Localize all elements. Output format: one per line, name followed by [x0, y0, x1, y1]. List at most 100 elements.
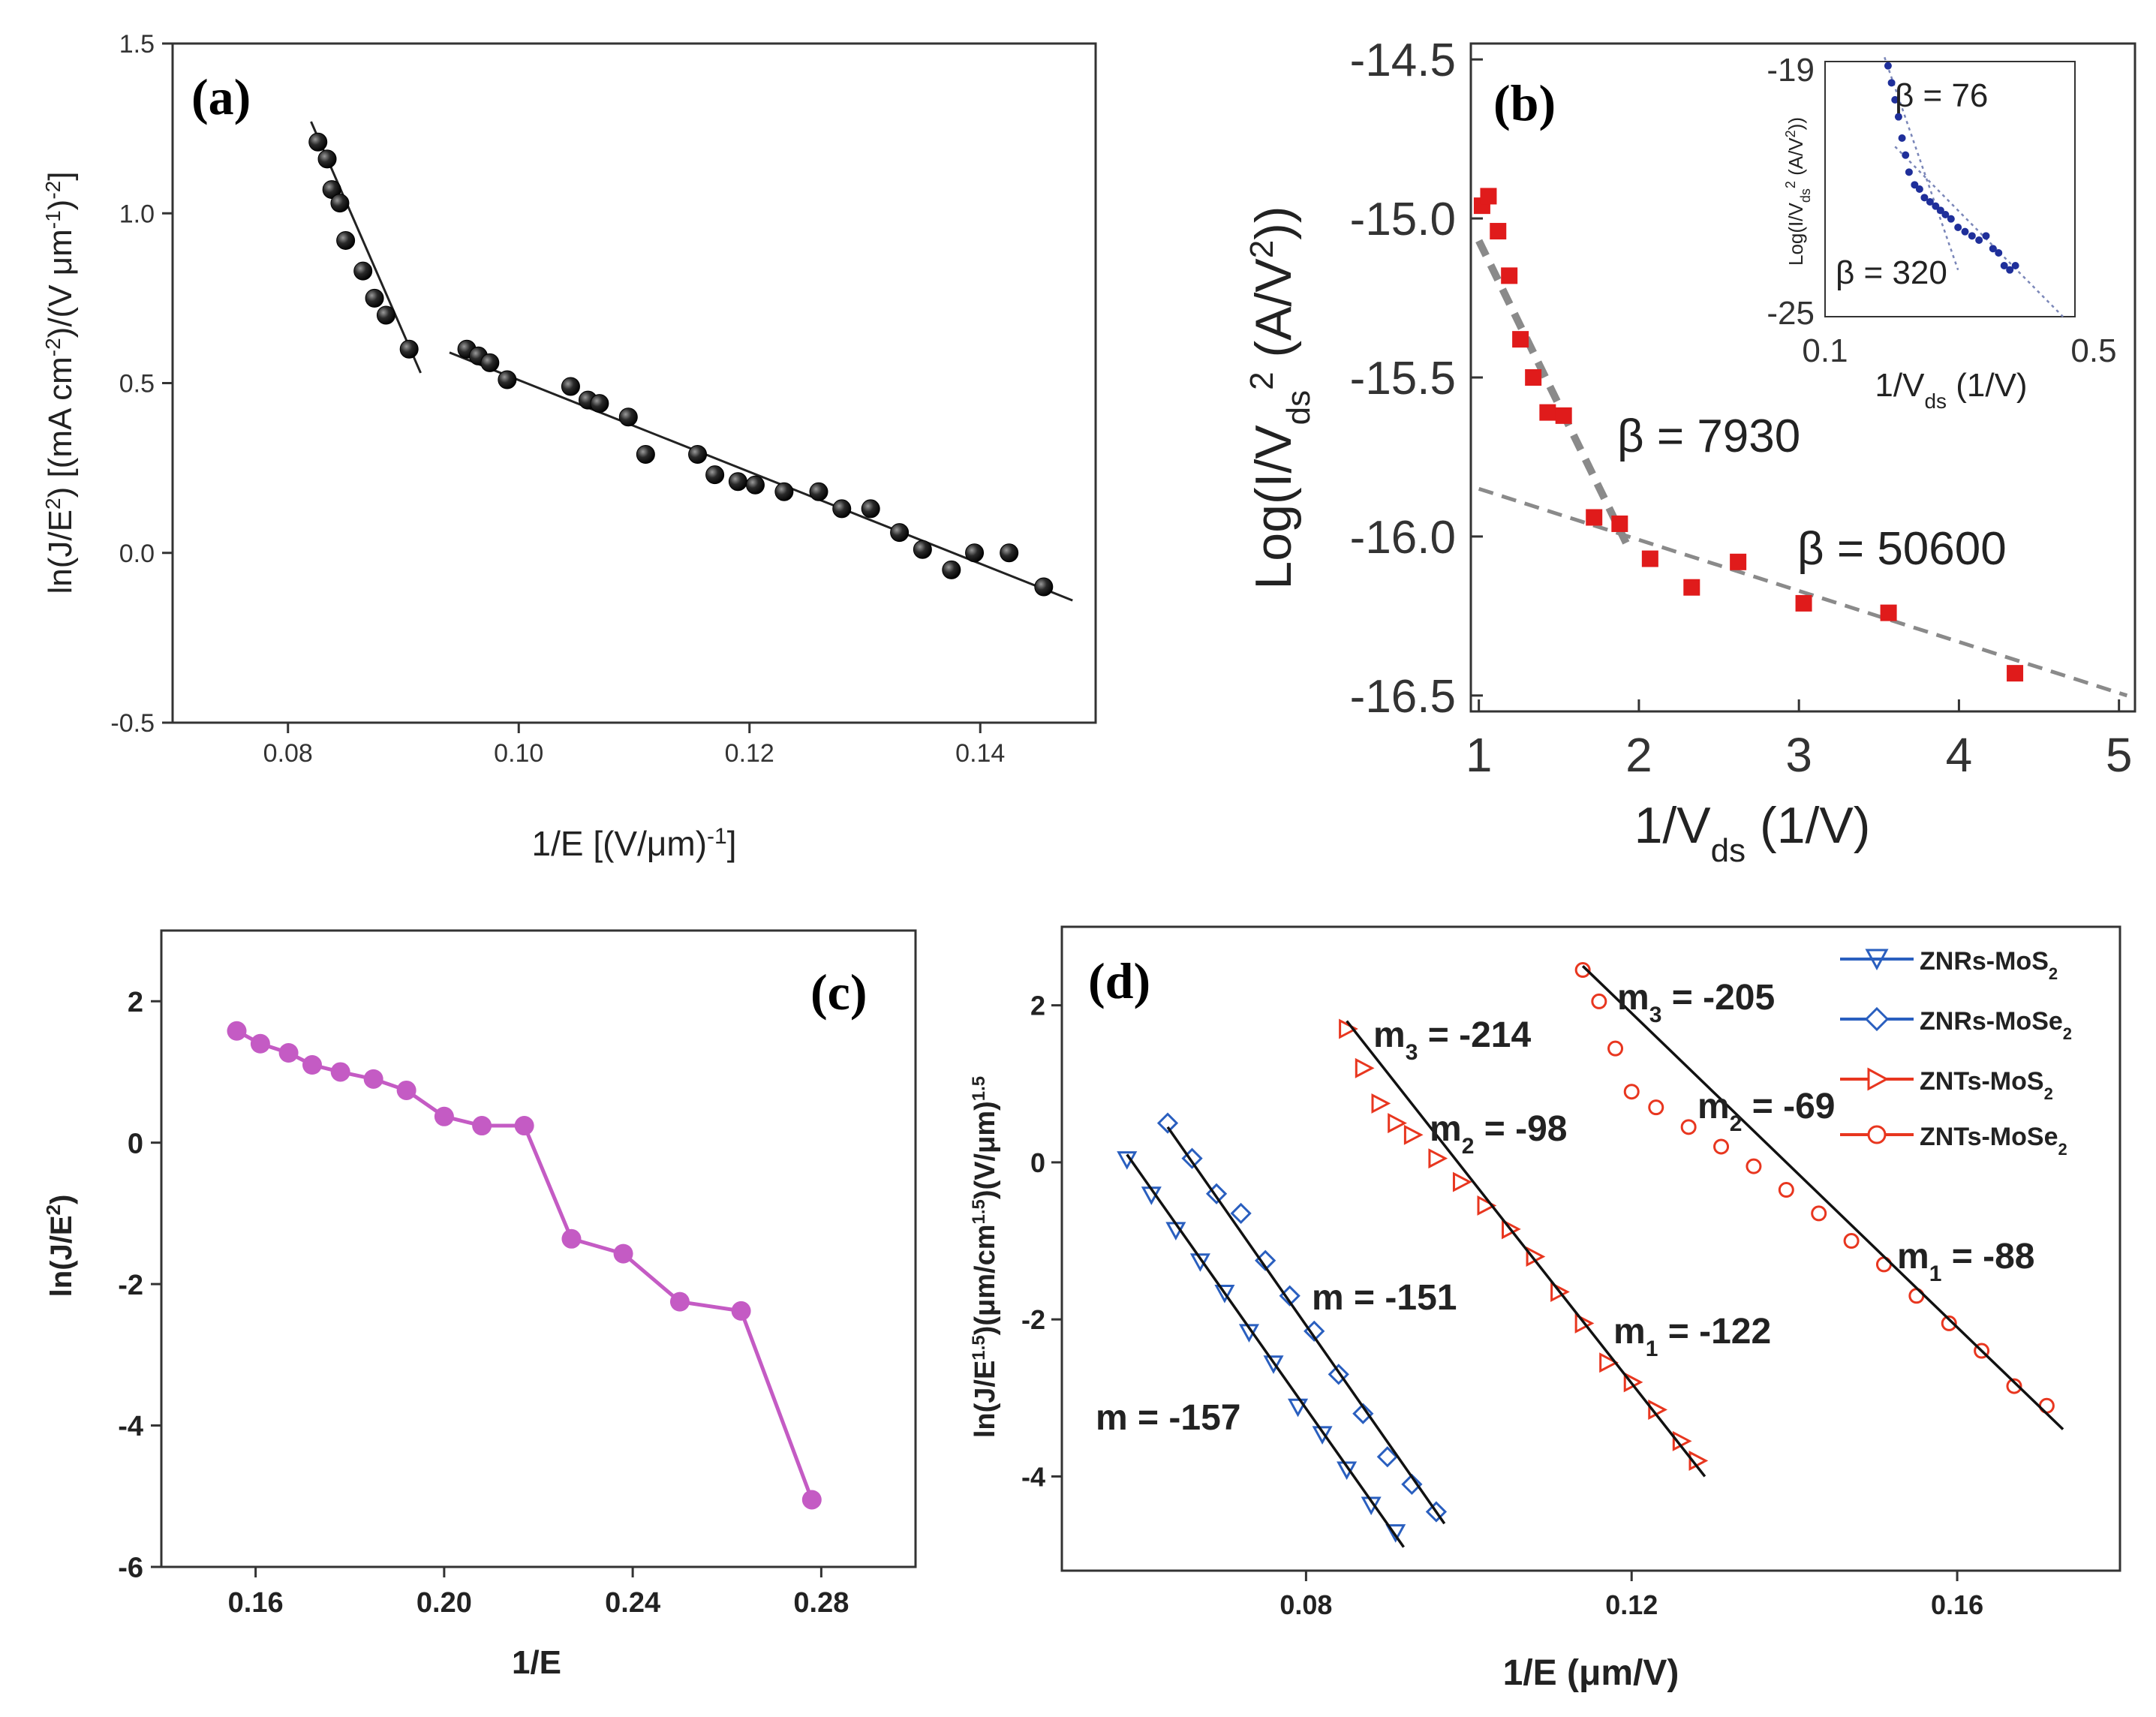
- data-point-ZNTs-MoS2: [1502, 1219, 1521, 1240]
- fit-lines-a: [310, 121, 1073, 602]
- x-tick-label: 1: [1466, 728, 1493, 782]
- x-tick-label: 0.10: [494, 739, 543, 768]
- y-tick-label: -16.5: [1350, 671, 1456, 723]
- data-point: [965, 543, 985, 563]
- data-point: [1683, 579, 1700, 596]
- data-line: [236, 1029, 814, 1501]
- inset-beta-76: β = 76: [1895, 77, 1988, 114]
- panel-label-c: (c): [810, 964, 867, 1021]
- slope-label-znts-mos2-m1: m1 = -122: [1613, 1312, 1771, 1361]
- data-point: [832, 499, 852, 519]
- inset-data-point: [1902, 151, 1910, 159]
- inset-data-point: [1968, 232, 1976, 240]
- data-point-ZNTs-MoS2: [1339, 1018, 1358, 1039]
- data-point-ZNTs-MoS2: [1477, 1195, 1497, 1216]
- data-point-ZNRs-MoS2: [1263, 1355, 1284, 1374]
- fit-line-fit2: [449, 351, 1073, 602]
- inset-ytick-top: -19: [1767, 52, 1815, 89]
- x-tick-label: 0.20: [416, 1587, 472, 1619]
- data-point-ZNTs-MoSe2: [1778, 1182, 1794, 1198]
- inset-data-point: [1989, 245, 1997, 253]
- data-point: [613, 1243, 633, 1264]
- data-point: [1795, 594, 1812, 612]
- inset-xtick-right: 0.5: [2070, 332, 2116, 369]
- data-line-c: [236, 1029, 814, 1501]
- x-tick-label: 5: [2106, 728, 2133, 782]
- data-point: [250, 1033, 270, 1054]
- data-point-ZNRs-MoS2: [1312, 1426, 1333, 1445]
- slope-label-znts-mose2-m2: m2 = -69: [1697, 1087, 1835, 1136]
- y-axis-label-a: ln(J/E2) [(mA cm-2)/(V μm-1)-2]: [41, 172, 80, 594]
- data-point: [227, 1021, 247, 1041]
- data-point-ZNTs-MoSe2: [1843, 1233, 1860, 1249]
- data-point: [801, 1490, 822, 1510]
- y-axis-label-d: ln(J/E1.5)(μm/cm1.5)(V/μm)1.5: [969, 1076, 1002, 1438]
- data-point: [336, 230, 356, 250]
- data-point-ZNTs-MoSe2: [1974, 1343, 1990, 1359]
- data-point: [913, 540, 932, 559]
- y-tick-label: -15.5: [1350, 353, 1456, 404]
- fit-lines-b: [1475, 239, 2128, 698]
- data-point: [365, 288, 384, 308]
- axis-ticks-b: 1 2 3 4 5 -14.5 -15.0 -15.5 -16.0 -16.5: [1350, 35, 2133, 782]
- data-point: [317, 149, 337, 169]
- fit-line-beta-50600: [1478, 486, 2128, 698]
- y-tick-label: 0: [1030, 1147, 1045, 1178]
- data-point: [1525, 369, 1542, 386]
- svg-text:ZNTs-MoSe2: ZNTs-MoSe2: [1920, 1123, 2067, 1159]
- x-tick-label: 0.12: [725, 739, 774, 768]
- x-tick-label: 0.14: [955, 739, 1005, 768]
- axis-ticks-a: 0.08 0.10 0.12 0.14 -0.5 0.0 0.5 1.0 1.5: [110, 30, 1005, 768]
- fit-lines-d: [1126, 965, 2064, 1548]
- inset-data-point: [1891, 96, 1899, 104]
- panel-d: 0.08 0.12 0.16 -4 -2 0 2 (d) m = -157 m = -151…: [969, 925, 2121, 1693]
- inset-data-point: [1926, 198, 1934, 206]
- inset-data-point: [1932, 202, 1940, 210]
- data-point-ZNRs-MoSe2: [1156, 1112, 1179, 1134]
- data-point: [809, 482, 828, 501]
- slope-label-znts-mose2-m1: m1 = -88: [1897, 1237, 2034, 1286]
- data-point: [705, 465, 725, 485]
- x-tick-label: 3: [1785, 728, 1812, 782]
- inset-data-point: [2006, 266, 2014, 274]
- inset-data-point: [1947, 215, 1955, 223]
- panel-c: 0.16 0.20 0.24 0.28 -6 -4 -2 0 2 (c) 1/E ln(J/E2…: [42, 929, 917, 1681]
- data-point-ZNTs-MoS2: [1371, 1093, 1391, 1114]
- data-point: [861, 499, 880, 519]
- panel-a: 0.08 0.10 0.12 0.14 -0.5 0.0 0.5 1.0 1.5 (a) 1/E…: [41, 30, 1097, 863]
- y-tick-label: 0.0: [119, 540, 155, 568]
- data-point-ZNRs-MoSe2: [1401, 1473, 1423, 1496]
- y-tick-label: -2: [118, 1270, 143, 1301]
- data-point: [330, 194, 350, 213]
- x-tick-label: 0.16: [1931, 1589, 1983, 1620]
- inset-data-point: [1975, 236, 1983, 244]
- data-point-ZNTs-MoS2: [1599, 1352, 1619, 1373]
- data-point: [728, 472, 747, 492]
- slope-label-znts-mos2-m3: m3 = -214: [1373, 1015, 1531, 1065]
- inset-data-point: [1894, 113, 1902, 121]
- inset-data-point: [2011, 262, 2019, 269]
- x-tick-label: 0.12: [1605, 1589, 1658, 1620]
- data-point: [745, 475, 765, 495]
- data-point-ZNRs-MoSe2: [1230, 1202, 1252, 1225]
- inset-fit-line-fit_beta_320: [1894, 146, 2064, 317]
- inset-data-point: [1936, 206, 1944, 215]
- data-points-d: [1117, 962, 2055, 1543]
- data-point-ZNRs-MoS2: [1214, 1285, 1235, 1304]
- data-point-ZNRs-MoSe2: [1205, 1183, 1228, 1204]
- data-point: [688, 445, 708, 465]
- svg-text:ZNTs-MoS2: ZNTs-MoS2: [1920, 1067, 2053, 1103]
- x-tick-label: 0.08: [263, 739, 313, 768]
- data-point: [363, 1069, 383, 1089]
- data-point: [278, 1043, 299, 1063]
- data-point-ZNTs-MoSe2: [1648, 1099, 1664, 1116]
- legend-item-znrs-mos2: ZNRs-MoS2: [1840, 947, 2058, 983]
- data-points-b: [1473, 188, 2024, 682]
- data-point: [731, 1301, 751, 1321]
- x-tick-label: 0.08: [1279, 1589, 1332, 1620]
- data-point-ZNTs-MoSe2: [1623, 1084, 1640, 1100]
- data-point: [1586, 509, 1603, 526]
- data-point: [480, 353, 500, 372]
- data-point-ZNRs-MoS2: [1288, 1398, 1309, 1418]
